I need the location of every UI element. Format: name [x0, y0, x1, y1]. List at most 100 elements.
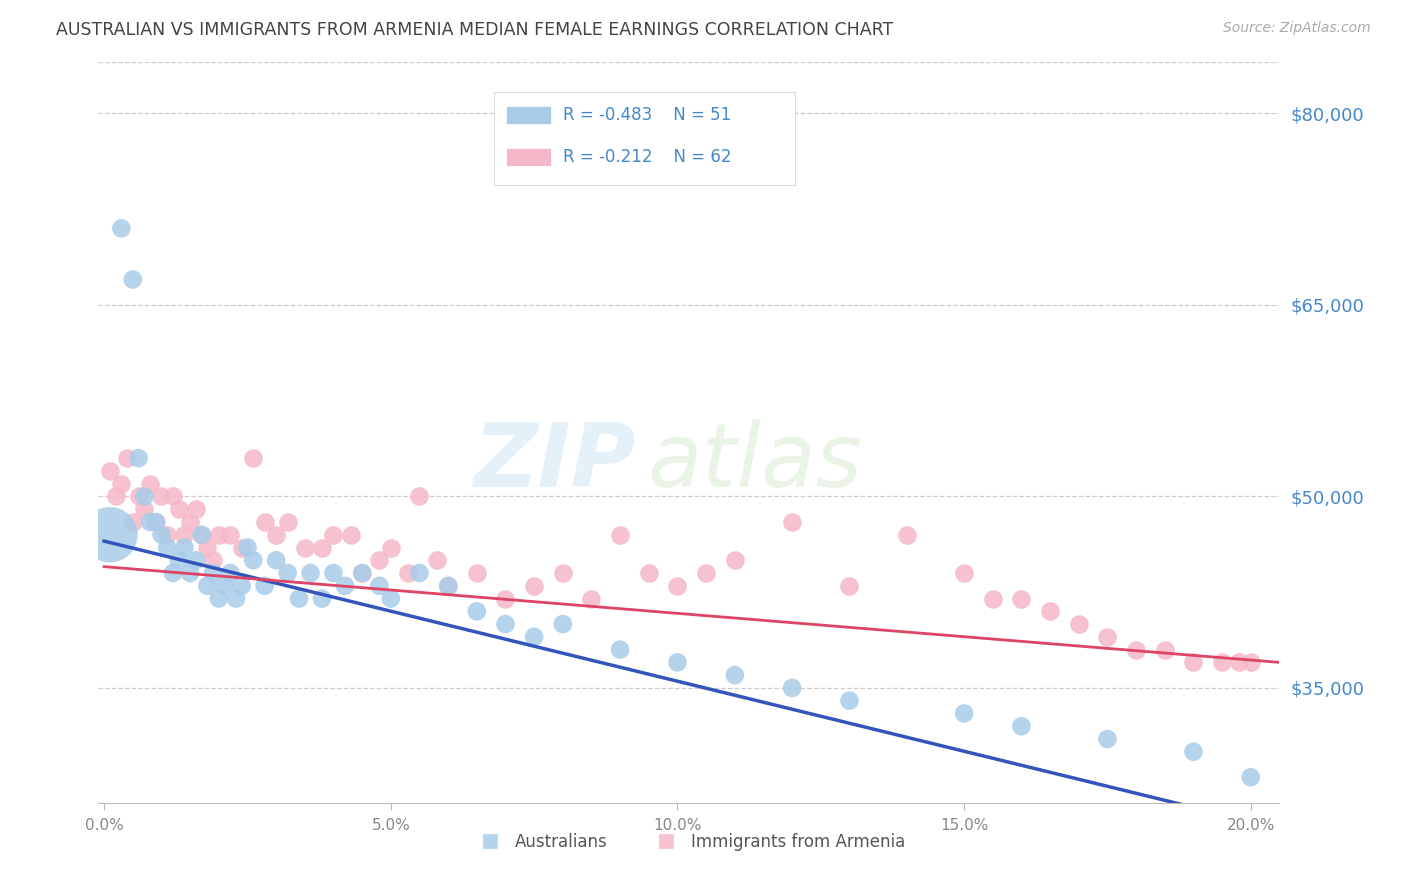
- Point: [173, 541, 195, 555]
- Point: [666, 579, 689, 593]
- Point: [299, 566, 322, 580]
- Point: [1227, 656, 1250, 670]
- Point: [1039, 604, 1062, 618]
- Point: [253, 579, 276, 593]
- Point: [311, 591, 333, 606]
- Point: [110, 221, 132, 235]
- Point: [352, 566, 374, 580]
- Point: [134, 502, 156, 516]
- Point: [98, 527, 121, 541]
- Point: [322, 527, 344, 541]
- Point: [145, 515, 167, 529]
- Point: [523, 630, 546, 644]
- Point: [666, 656, 689, 670]
- Point: [322, 566, 344, 580]
- Point: [219, 566, 242, 580]
- Point: [1011, 719, 1033, 733]
- Point: [609, 642, 631, 657]
- Point: [104, 490, 127, 504]
- Point: [311, 541, 333, 555]
- Point: [139, 476, 162, 491]
- Point: [695, 566, 717, 580]
- Point: [408, 566, 430, 580]
- Point: [333, 579, 356, 593]
- Point: [437, 579, 460, 593]
- Point: [195, 579, 218, 593]
- Point: [214, 579, 236, 593]
- Point: [150, 490, 173, 504]
- Point: [128, 490, 150, 504]
- Point: [231, 579, 253, 593]
- Point: [162, 566, 184, 580]
- Point: [236, 541, 259, 555]
- Point: [380, 591, 402, 606]
- Point: [426, 553, 449, 567]
- Point: [202, 566, 225, 580]
- Point: [179, 566, 201, 580]
- Point: [896, 527, 918, 541]
- Point: [190, 527, 212, 541]
- Point: [277, 566, 299, 580]
- Point: [145, 515, 167, 529]
- Point: [495, 617, 517, 632]
- Point: [396, 566, 419, 580]
- Point: [1125, 642, 1147, 657]
- Point: [1211, 656, 1233, 670]
- Point: [156, 527, 179, 541]
- Point: [1182, 745, 1205, 759]
- Point: [253, 515, 276, 529]
- Point: [208, 527, 231, 541]
- Point: [264, 553, 287, 567]
- Point: [437, 579, 460, 593]
- Point: [225, 591, 247, 606]
- Point: [167, 553, 190, 567]
- Point: [368, 579, 391, 593]
- Point: [352, 566, 374, 580]
- Point: [288, 591, 311, 606]
- Point: [1240, 656, 1263, 670]
- Point: [115, 451, 138, 466]
- Point: [219, 527, 242, 541]
- Point: [1097, 731, 1119, 746]
- Point: [523, 579, 546, 593]
- Point: [838, 694, 860, 708]
- Point: [139, 515, 162, 529]
- Point: [465, 566, 488, 580]
- Point: [190, 527, 212, 541]
- Point: [121, 272, 143, 286]
- Point: [179, 515, 201, 529]
- Point: [1182, 656, 1205, 670]
- Point: [1240, 770, 1263, 784]
- Point: [156, 541, 179, 555]
- Point: [121, 515, 143, 529]
- Point: [98, 464, 121, 478]
- Point: [551, 566, 574, 580]
- Text: ZIP: ZIP: [472, 418, 636, 506]
- Point: [162, 490, 184, 504]
- Point: [1097, 630, 1119, 644]
- Point: [184, 553, 207, 567]
- Point: [953, 706, 976, 721]
- Point: [1067, 617, 1090, 632]
- Point: [195, 541, 218, 555]
- Point: [780, 681, 803, 695]
- Point: [134, 490, 156, 504]
- Point: [231, 541, 253, 555]
- Point: [724, 668, 747, 682]
- Point: [408, 490, 430, 504]
- Point: [581, 591, 603, 606]
- Point: [495, 591, 517, 606]
- Point: [780, 515, 803, 529]
- Point: [167, 502, 190, 516]
- Point: [981, 591, 1004, 606]
- Point: [368, 553, 391, 567]
- Point: [184, 502, 207, 516]
- Point: [294, 541, 316, 555]
- Text: atlas: atlas: [648, 419, 862, 505]
- Point: [1011, 591, 1033, 606]
- Point: [128, 451, 150, 466]
- Point: [173, 527, 195, 541]
- Point: [242, 451, 264, 466]
- Point: [208, 591, 231, 606]
- Point: [551, 617, 574, 632]
